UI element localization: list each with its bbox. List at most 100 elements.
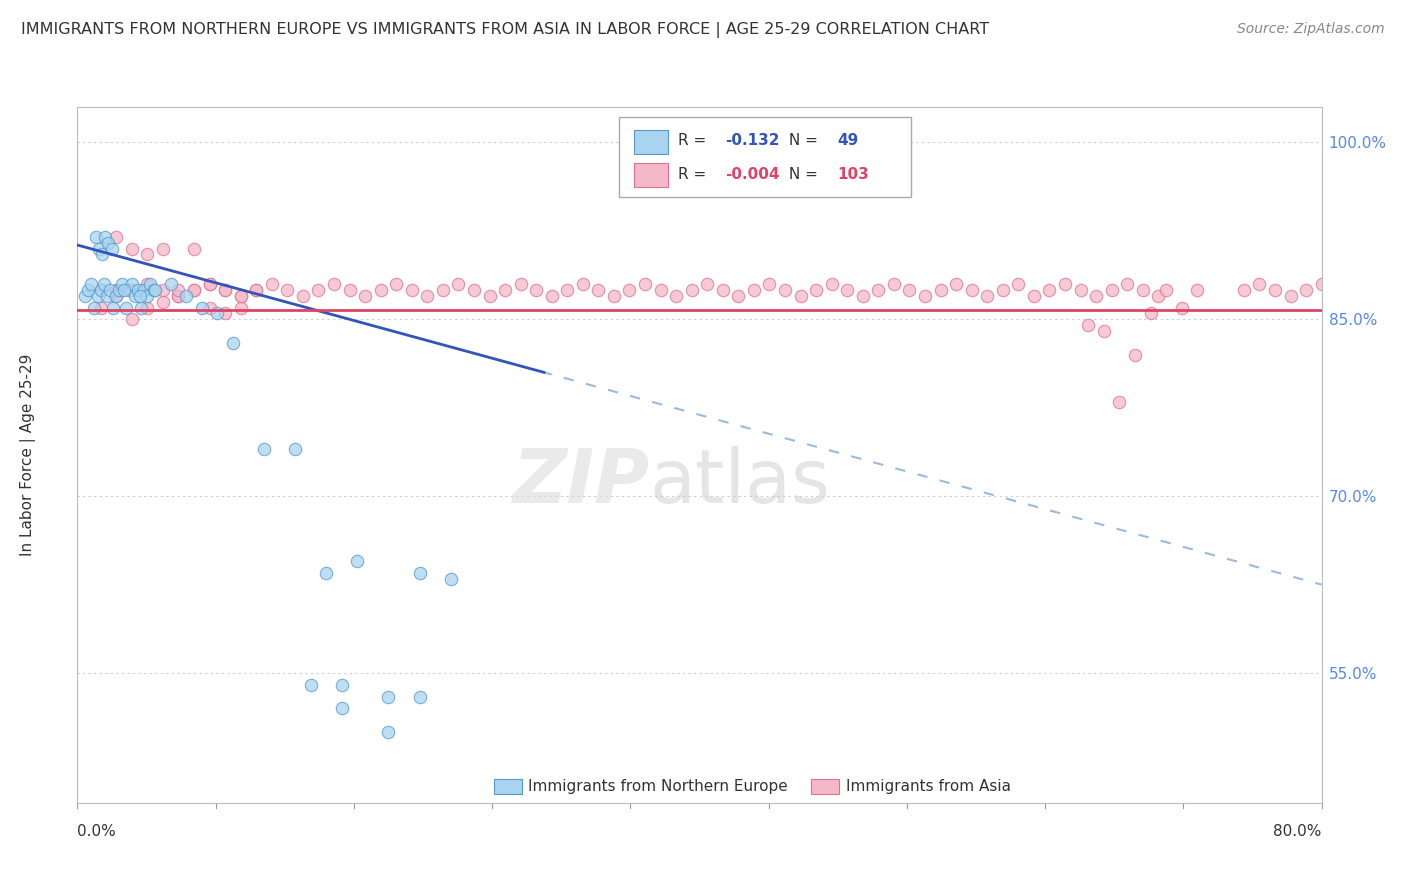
Point xyxy=(1187,283,1209,297)
Point xyxy=(1038,283,1060,297)
Point xyxy=(207,306,229,320)
Point xyxy=(1170,301,1192,315)
Point xyxy=(112,283,135,297)
Point xyxy=(408,566,430,580)
Point xyxy=(883,277,905,291)
Point xyxy=(167,283,190,297)
Text: 49: 49 xyxy=(838,133,859,148)
Point xyxy=(96,289,118,303)
Point xyxy=(307,283,329,297)
Point xyxy=(929,283,952,297)
Point xyxy=(214,283,236,297)
Point xyxy=(174,289,197,303)
Point xyxy=(136,277,159,291)
Point xyxy=(124,289,146,303)
Point xyxy=(260,277,283,291)
Point xyxy=(804,283,827,297)
Point xyxy=(121,277,143,291)
Point xyxy=(1279,289,1302,303)
Text: atlas: atlas xyxy=(650,446,831,519)
Point xyxy=(105,289,128,303)
Text: 0.0%: 0.0% xyxy=(77,823,117,838)
Point xyxy=(183,242,205,256)
Point xyxy=(650,283,672,297)
Point xyxy=(152,242,174,256)
Point xyxy=(198,301,221,315)
Point xyxy=(852,289,875,303)
Point xyxy=(588,283,610,297)
Point xyxy=(121,283,143,297)
Point xyxy=(77,283,100,297)
Point xyxy=(914,289,936,303)
Point xyxy=(742,283,765,297)
Point xyxy=(222,335,245,350)
Point xyxy=(91,247,114,261)
Point xyxy=(127,283,149,297)
Point xyxy=(377,690,399,704)
Point xyxy=(370,283,392,297)
FancyBboxPatch shape xyxy=(619,118,911,197)
Point xyxy=(1132,283,1154,297)
Point xyxy=(354,289,377,303)
Point xyxy=(299,678,322,692)
Point xyxy=(245,283,267,297)
Point xyxy=(111,277,134,291)
Point xyxy=(152,294,174,309)
Point xyxy=(291,289,314,303)
Point xyxy=(167,289,190,303)
Text: 103: 103 xyxy=(838,167,869,182)
Point xyxy=(1139,306,1161,320)
Point xyxy=(1022,289,1045,303)
Point xyxy=(1123,348,1146,362)
Point xyxy=(1053,277,1076,291)
Point xyxy=(1264,283,1286,297)
Text: ZIP: ZIP xyxy=(512,446,650,519)
Point xyxy=(136,301,159,315)
Point xyxy=(619,283,641,297)
Point xyxy=(276,283,298,297)
Point xyxy=(101,301,124,315)
Point xyxy=(94,229,117,244)
Text: Immigrants from Northern Europe: Immigrants from Northern Europe xyxy=(527,780,787,794)
Point xyxy=(90,301,112,315)
FancyBboxPatch shape xyxy=(494,779,522,795)
Point xyxy=(105,289,128,303)
Point xyxy=(385,277,408,291)
Point xyxy=(136,247,159,261)
Point xyxy=(191,301,214,315)
Point xyxy=(245,283,267,297)
Point xyxy=(432,283,454,297)
Point xyxy=(1154,283,1177,297)
Text: -0.004: -0.004 xyxy=(725,167,780,182)
Text: 80.0%: 80.0% xyxy=(1274,823,1322,838)
Point xyxy=(121,242,143,256)
Point xyxy=(315,566,337,580)
Point xyxy=(98,283,121,297)
Point xyxy=(129,301,152,315)
Point xyxy=(121,312,143,326)
Point xyxy=(440,572,463,586)
Point xyxy=(167,289,190,303)
Point xyxy=(447,277,470,291)
Point xyxy=(821,277,844,291)
Point xyxy=(727,289,749,303)
Point xyxy=(214,283,236,297)
Point xyxy=(540,289,562,303)
Point xyxy=(509,277,531,291)
Point xyxy=(105,283,128,297)
Point xyxy=(1092,324,1115,338)
Point xyxy=(494,283,516,297)
Point xyxy=(1077,318,1099,333)
Point xyxy=(408,690,430,704)
Point xyxy=(330,678,353,692)
Point xyxy=(84,229,107,244)
Point xyxy=(139,277,162,291)
Point xyxy=(86,289,108,303)
Point xyxy=(83,301,105,315)
Point xyxy=(330,701,353,715)
Point xyxy=(837,283,859,297)
Text: N =: N = xyxy=(785,133,823,148)
Point xyxy=(118,283,141,297)
Point xyxy=(143,283,166,297)
Point xyxy=(377,725,399,739)
